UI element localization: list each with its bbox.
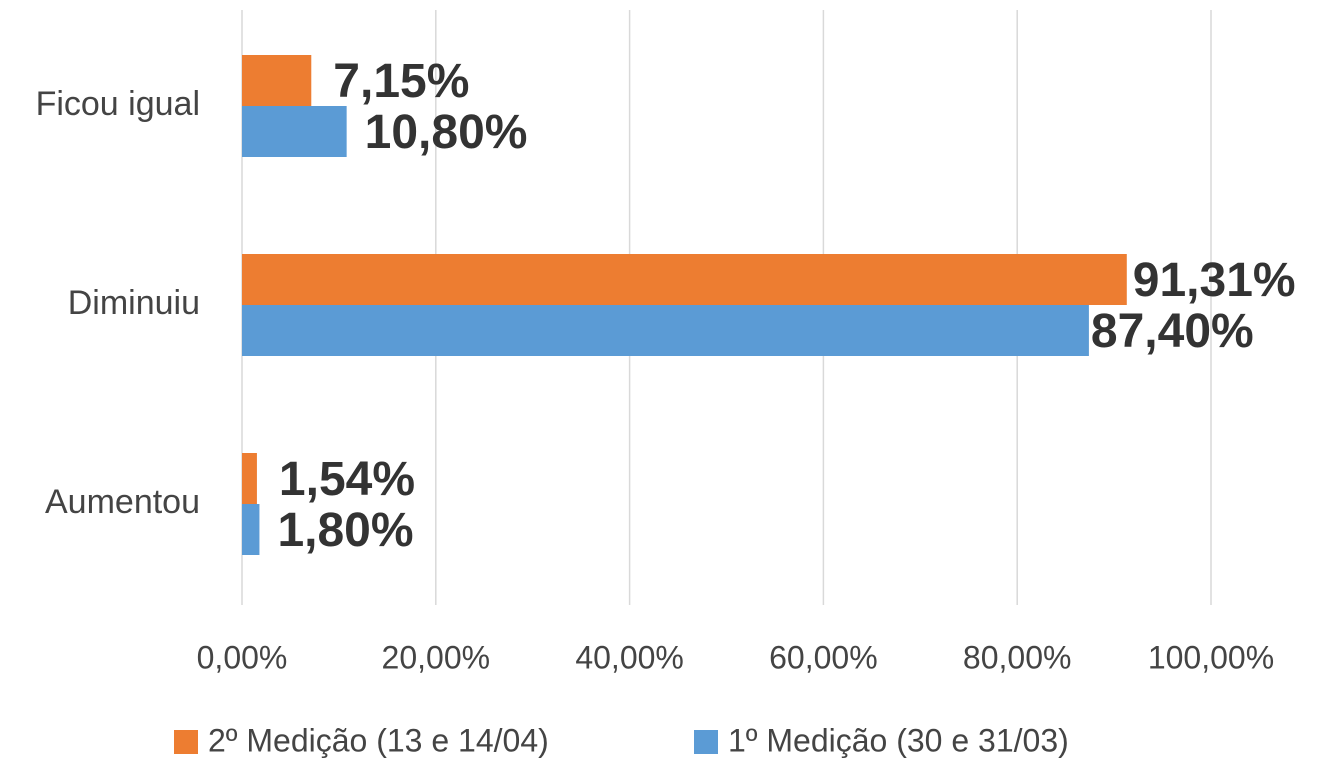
bar xyxy=(242,106,347,157)
bar xyxy=(242,55,312,106)
bar xyxy=(242,504,260,555)
legend-label: 2º Medição (13 e 14/04) xyxy=(208,722,549,758)
x-tick-label: 40,00% xyxy=(575,639,684,675)
x-tick-label: 80,00% xyxy=(963,639,1072,675)
x-tick-label: 20,00% xyxy=(382,639,491,675)
x-tick-label: 100,00% xyxy=(1148,639,1274,675)
data-label: 91,31% xyxy=(1133,254,1296,307)
data-label: 87,40% xyxy=(1091,305,1254,358)
legend-label: 1º Medição (30 e 31/03) xyxy=(728,722,1069,758)
data-label: 1,80% xyxy=(277,504,413,557)
bar xyxy=(242,453,257,504)
category-label: Diminuiu xyxy=(68,284,200,322)
x-tick-label: 0,00% xyxy=(197,639,288,675)
legend-swatch xyxy=(174,730,198,754)
bar xyxy=(242,254,1127,305)
legend-swatch xyxy=(694,730,718,754)
bar xyxy=(242,305,1089,356)
data-label: 10,80% xyxy=(365,106,528,159)
data-label: 1,54% xyxy=(279,453,415,506)
category-label: Ficou igual xyxy=(36,85,200,123)
data-label: 7,15% xyxy=(333,55,469,108)
x-tick-label: 60,00% xyxy=(769,639,878,675)
category-label: Aumentou xyxy=(45,483,200,521)
